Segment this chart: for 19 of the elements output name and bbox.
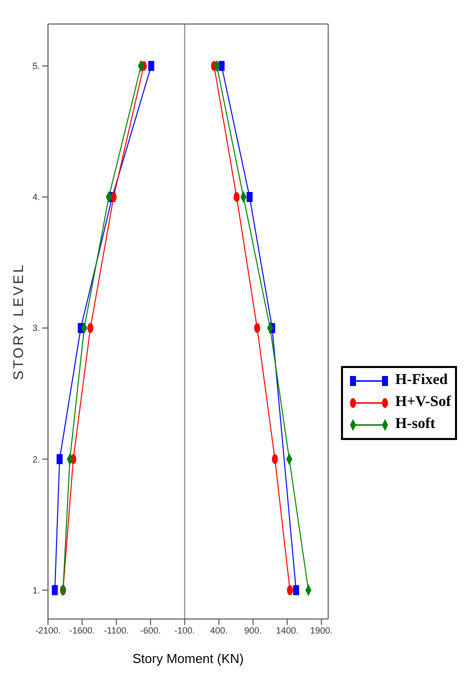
y-axis-title: STORY LEVEL: [10, 263, 26, 380]
x-tick-label: -100.: [174, 625, 195, 636]
y-tick-label: 5.: [32, 61, 40, 72]
y-tick-label: 2.: [32, 454, 40, 464]
legend-label: H-Fixed: [395, 372, 448, 389]
legend-label: H-soft: [395, 416, 436, 433]
x-tick-label: 400.: [210, 625, 228, 636]
x-axis-title: Story Moment (KN): [132, 651, 244, 666]
x-tick-label: 1400.: [276, 625, 298, 636]
y-tick-label: 3.: [32, 323, 40, 334]
y-tick-label: 4.: [32, 192, 40, 202]
y-tick-label: 1.: [32, 585, 40, 596]
x-tick-label: -1100.: [104, 625, 129, 636]
x-tick-label: -600.: [140, 625, 161, 636]
legend-label: H+V-Sof: [395, 394, 451, 411]
x-tick-label: -2100.: [35, 625, 61, 636]
x-tick-label: 900.: [244, 625, 262, 636]
x-tick-label: -1600.: [69, 625, 95, 636]
x-tick-label: 1900.: [310, 625, 333, 636]
